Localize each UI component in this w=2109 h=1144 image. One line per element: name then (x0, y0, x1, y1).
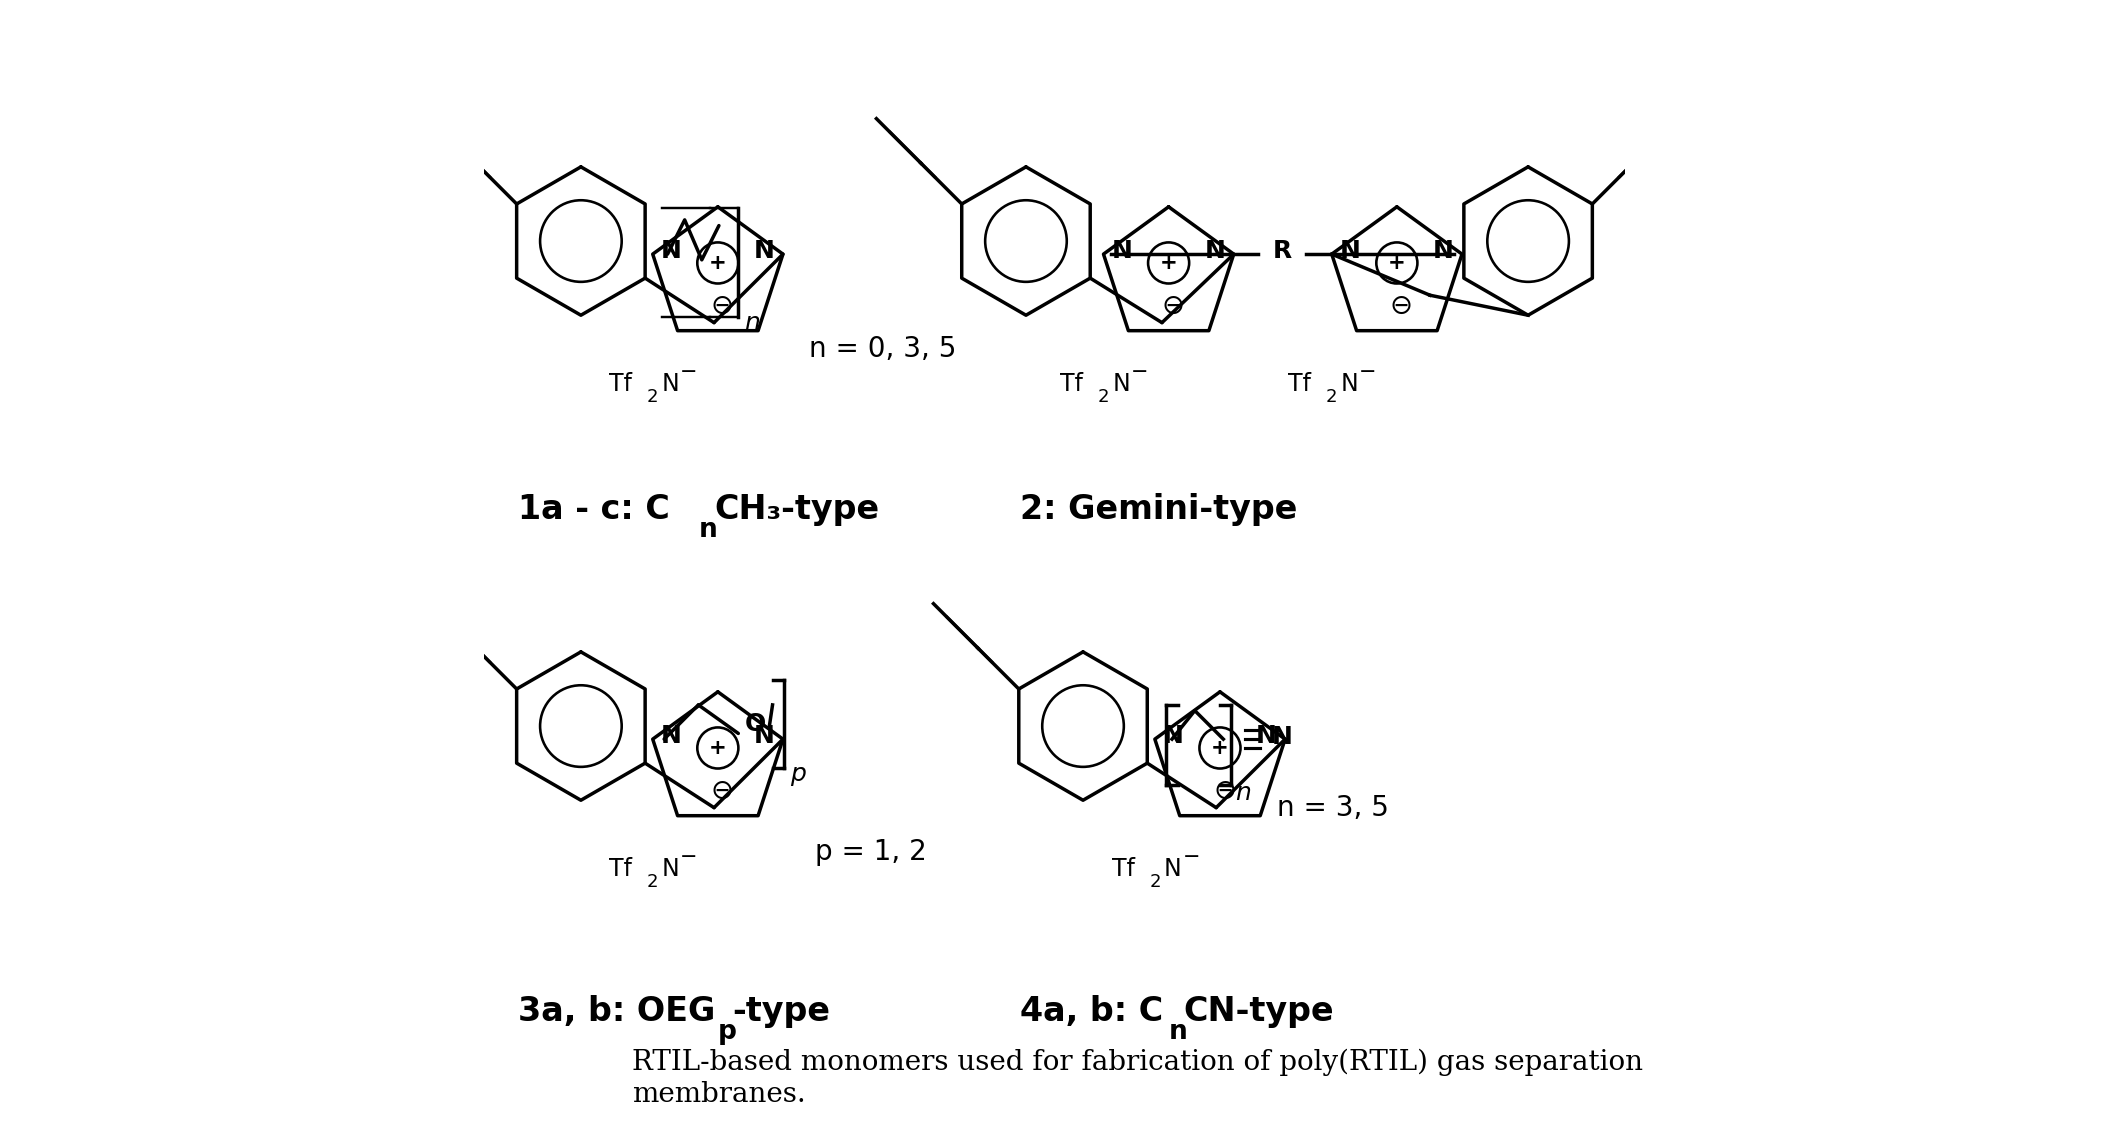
Text: n: n (1234, 781, 1251, 805)
Text: −: − (1358, 363, 1377, 382)
Text: -type: -type (732, 995, 831, 1027)
Text: CN-type: CN-type (1183, 995, 1335, 1027)
Text: RTIL-based monomers used for fabrication of poly(RTIL) gas separation: RTIL-based monomers used for fabrication… (633, 1049, 1643, 1077)
Text: n = 0, 3, 5: n = 0, 3, 5 (810, 335, 957, 364)
Text: −: − (681, 363, 698, 382)
Text: +: + (709, 738, 728, 758)
Text: 2: 2 (647, 873, 658, 891)
Text: 2: 2 (1099, 389, 1109, 406)
Text: +: + (1211, 738, 1230, 758)
Text: 4a, b: C: 4a, b: C (1021, 995, 1164, 1027)
Text: ⊖: ⊖ (711, 292, 734, 320)
Text: N: N (755, 239, 774, 263)
Text: +: + (1160, 253, 1177, 273)
Text: 1a - c: C: 1a - c: C (519, 493, 671, 526)
Text: ⊖: ⊖ (1162, 292, 1185, 320)
Text: 2: 2 (647, 389, 658, 406)
Text: +: + (709, 253, 728, 273)
Text: Tf: Tf (610, 372, 633, 396)
Text: n: n (698, 517, 717, 542)
Text: p: p (717, 1019, 736, 1044)
Text: N: N (1272, 725, 1293, 749)
Text: R: R (1274, 239, 1293, 263)
Text: N: N (1339, 239, 1360, 263)
Text: n: n (1168, 1019, 1187, 1044)
Text: N: N (662, 372, 679, 396)
Text: N: N (1257, 724, 1278, 748)
Text: p: p (789, 762, 806, 786)
Text: N: N (662, 857, 679, 881)
Text: Tf: Tf (610, 857, 633, 881)
Text: +: + (1388, 253, 1407, 273)
Text: −: − (1130, 363, 1149, 382)
Text: N: N (1341, 372, 1358, 396)
Text: 2: 2 (1149, 873, 1160, 891)
Text: Tf: Tf (1111, 857, 1135, 881)
Text: −: − (1183, 848, 1200, 867)
Text: n = 3, 5: n = 3, 5 (1276, 794, 1390, 821)
Text: p = 1, 2: p = 1, 2 (814, 837, 926, 866)
Text: Tf: Tf (1289, 372, 1312, 396)
Text: N: N (1164, 857, 1181, 881)
Text: N: N (1434, 239, 1453, 263)
Text: ⊖: ⊖ (1213, 777, 1236, 805)
Text: N: N (1204, 239, 1225, 263)
Text: N: N (1162, 724, 1183, 748)
Text: N: N (1114, 372, 1130, 396)
Text: 2: 2 (1327, 389, 1337, 406)
Text: Tf: Tf (1061, 372, 1084, 396)
Text: −: − (681, 848, 698, 867)
Text: N: N (1111, 239, 1133, 263)
Text: N: N (660, 239, 681, 263)
Text: 2: Gemini-type: 2: Gemini-type (1021, 493, 1297, 526)
Text: CH₃-type: CH₃-type (715, 493, 879, 526)
Text: ⊖: ⊖ (1390, 292, 1413, 320)
Text: N: N (660, 724, 681, 748)
Text: O: O (744, 713, 766, 737)
Text: ⊖: ⊖ (711, 777, 734, 805)
Text: 3a, b: OEG: 3a, b: OEG (519, 995, 715, 1027)
Text: n: n (744, 311, 759, 335)
Text: N: N (755, 724, 774, 748)
Text: membranes.: membranes. (633, 1081, 806, 1109)
